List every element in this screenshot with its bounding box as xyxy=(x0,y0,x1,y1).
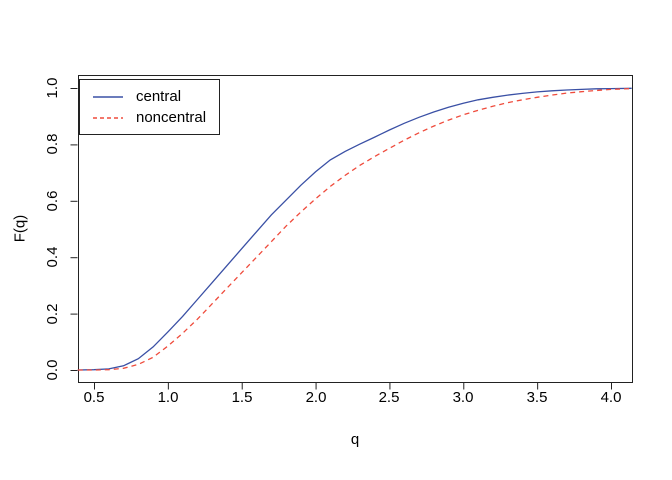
y-tick-label: 0.6 xyxy=(44,190,61,212)
x-tick-label: 3.5 xyxy=(526,389,548,406)
y-tick-label: 0.8 xyxy=(44,133,61,155)
y-tick-label: 0.2 xyxy=(44,303,61,325)
legend-box: central noncentral xyxy=(79,79,220,135)
x-tick-label: 1.5 xyxy=(231,389,253,406)
y-axis-title: F(q) xyxy=(11,214,29,243)
x-axis-title: q xyxy=(350,431,360,448)
y-tick-label: 1.0 xyxy=(44,77,61,99)
x-tick-label: 2.0 xyxy=(305,389,327,406)
x-tick-label: 0.5 xyxy=(83,389,105,406)
central-line-sample xyxy=(93,95,123,98)
legend-label-central: central xyxy=(136,87,182,105)
x-tick-label: 3.0 xyxy=(452,389,474,406)
legend-entry-noncentral: noncentral xyxy=(93,108,219,127)
y-tick-label: 0.4 xyxy=(44,246,61,268)
central-curve xyxy=(77,87,632,371)
y-tick-label: 0.0 xyxy=(44,359,61,381)
noncentral-curve xyxy=(77,87,632,371)
x-tick-label: 1.0 xyxy=(157,389,179,406)
legend-entry-central: central xyxy=(93,87,219,106)
x-tick-label: 4.0 xyxy=(600,389,622,406)
plot-frame xyxy=(78,75,633,383)
x-tick-label: 2.5 xyxy=(378,389,400,406)
legend-label-noncentral: noncentral xyxy=(136,108,207,126)
noncentral-line-sample xyxy=(93,116,123,119)
